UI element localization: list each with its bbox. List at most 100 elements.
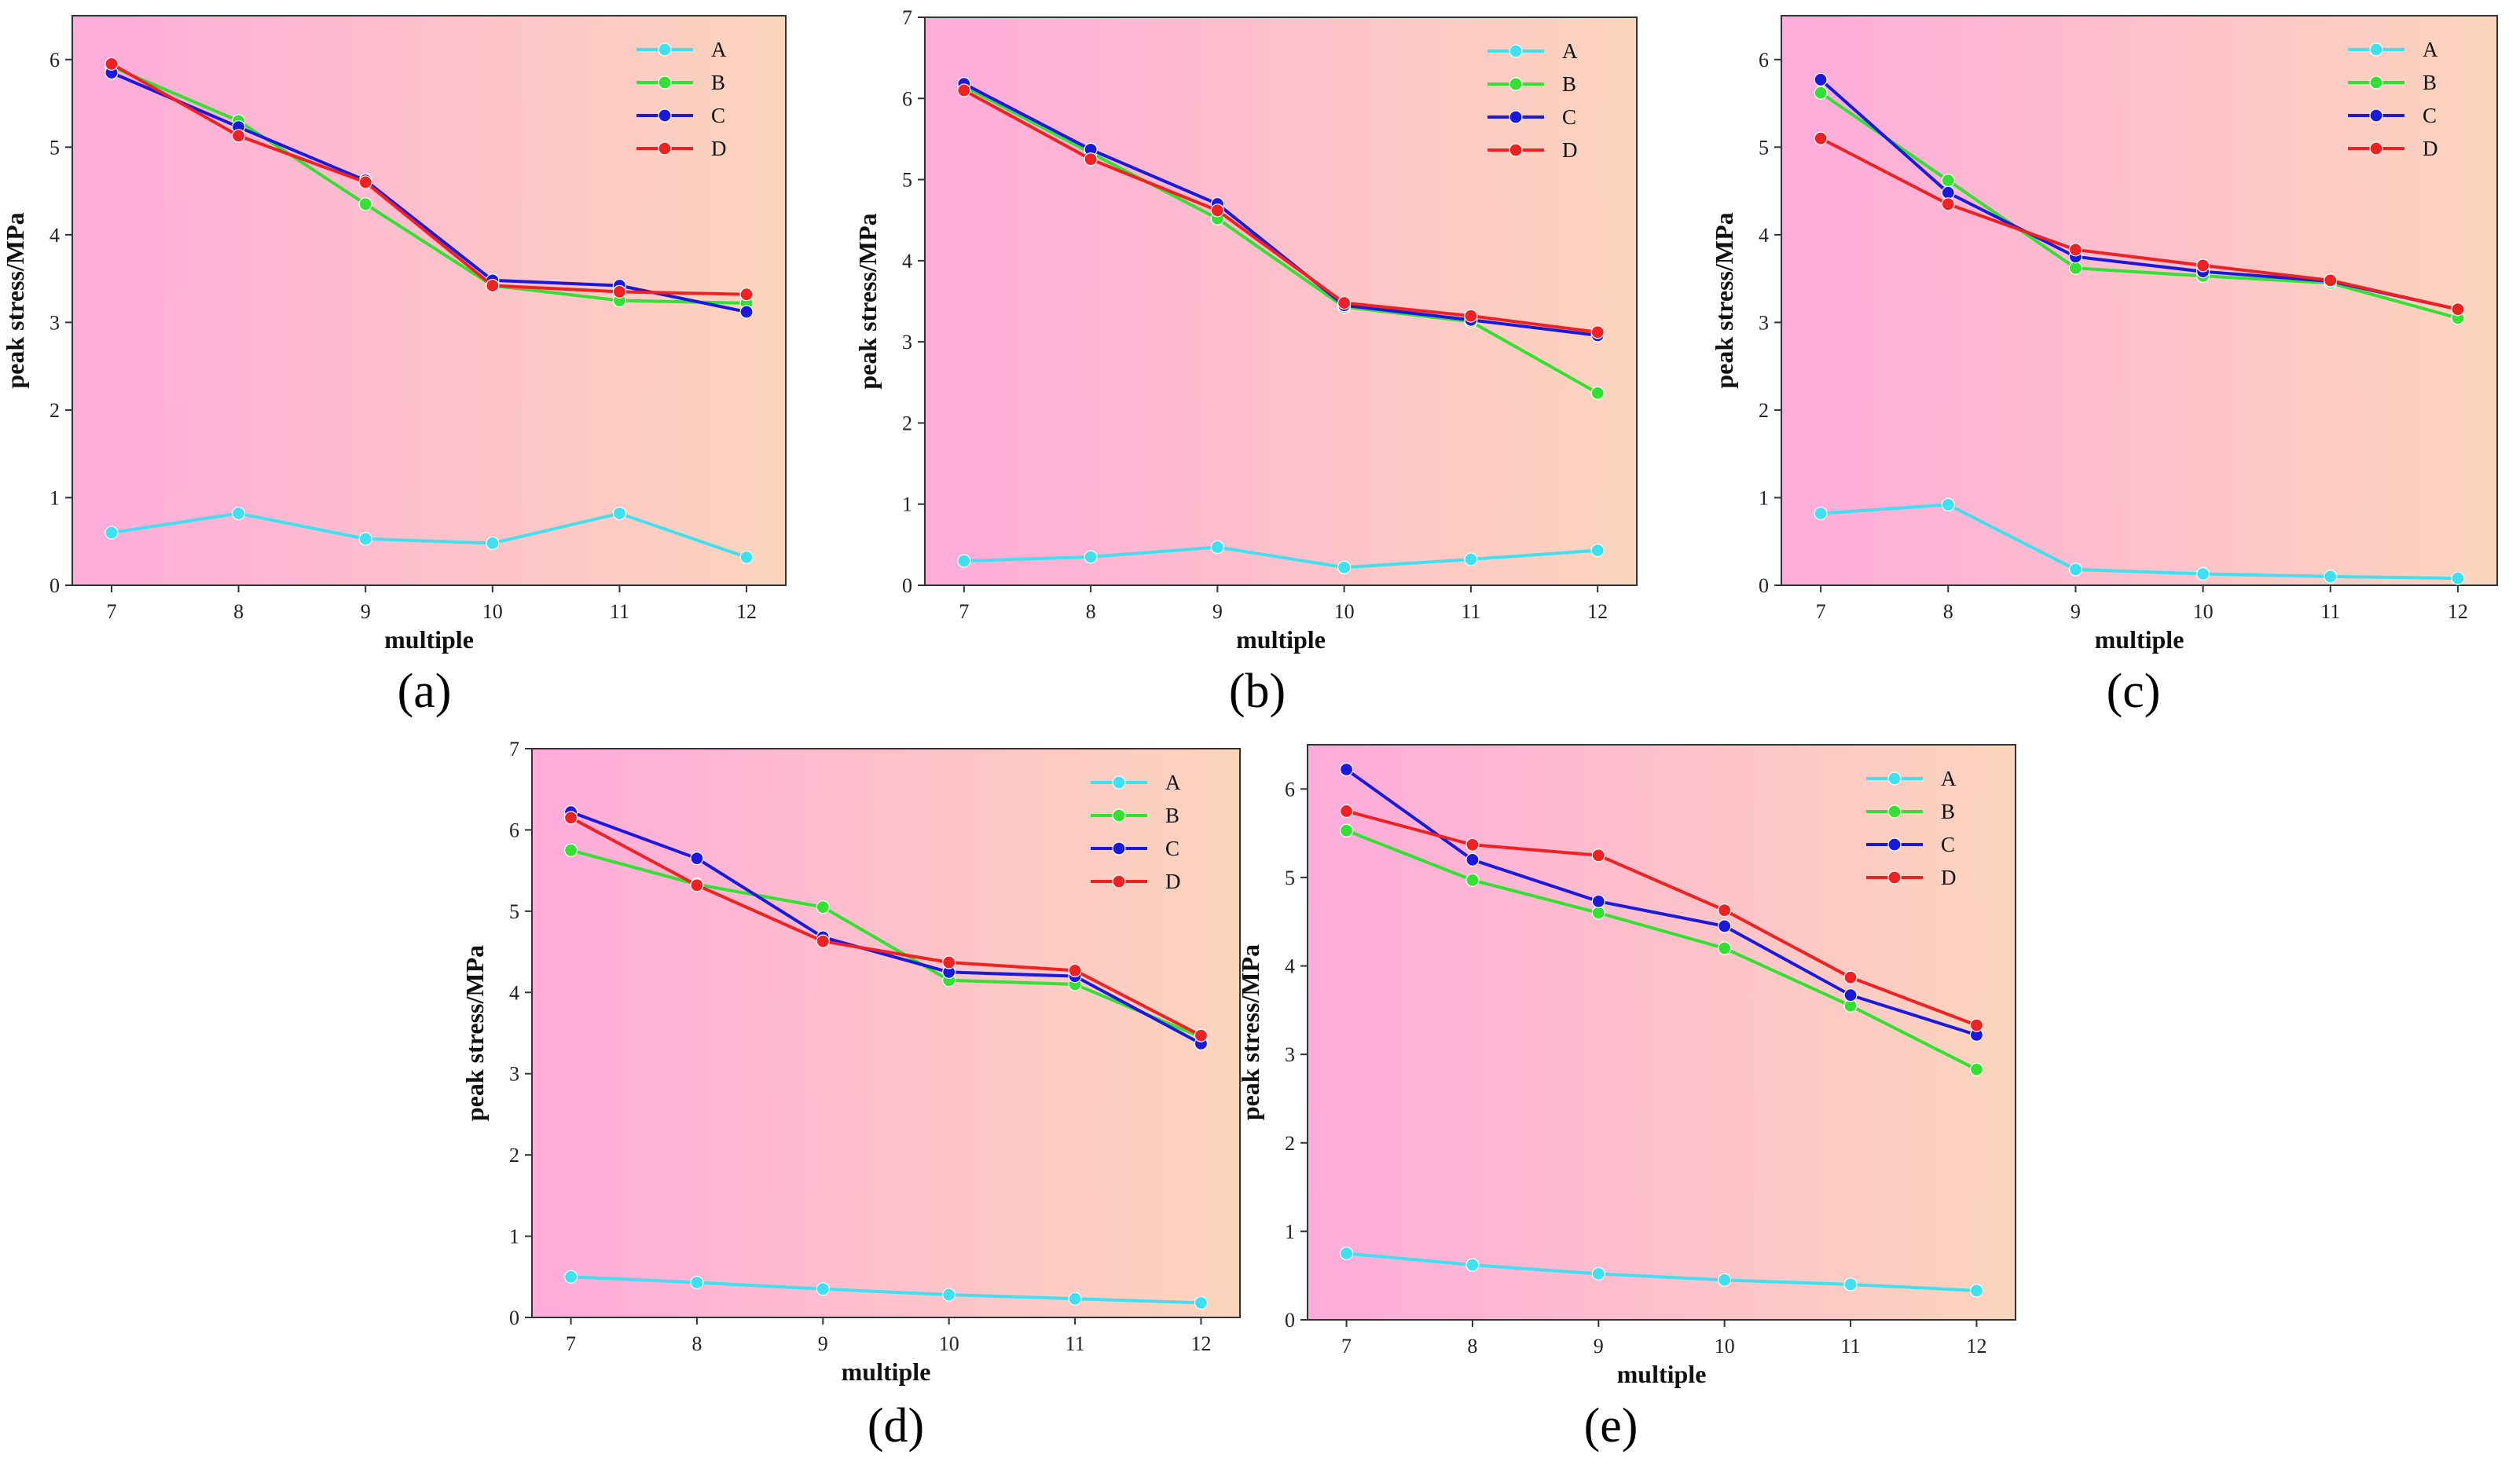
y-tick-label: 6 — [50, 49, 60, 71]
data-point — [1969, 1284, 1984, 1298]
series-A — [1814, 497, 2465, 585]
x-tick-label: 12 — [1190, 1332, 1211, 1355]
data-point — [1210, 540, 1224, 555]
y-axis-label: peak stress/MPa — [1, 212, 29, 388]
data-point — [1941, 497, 1955, 511]
plot-area — [924, 16, 1638, 586]
series-D — [105, 57, 754, 302]
x-tick-label: 10 — [482, 600, 503, 623]
legend-swatch-point — [1509, 143, 1523, 157]
x-tick-label: 9 — [361, 600, 371, 623]
series-line — [1345, 768, 1978, 1037]
data-point — [1465, 852, 1480, 867]
series-B — [1339, 823, 1984, 1076]
panel-label: (d) — [868, 1399, 924, 1453]
legend-label: A — [1165, 771, 1181, 794]
y-axis-label: peak stress/MPa — [1236, 944, 1264, 1120]
data-point — [1337, 295, 1352, 310]
x-tick-label: 7 — [959, 600, 969, 623]
series-line — [1820, 137, 2459, 311]
series-A — [563, 1270, 1209, 1310]
legend-swatch-point — [1887, 804, 1902, 819]
series-line — [963, 545, 1598, 570]
series-line — [111, 64, 747, 305]
series-line — [963, 89, 1598, 334]
data-point — [1590, 386, 1605, 400]
y-tick-label: 3 — [50, 311, 60, 334]
data-point — [486, 536, 500, 551]
data-point — [2068, 243, 2083, 257]
series-D — [1339, 804, 1984, 1032]
x-axis-label: multiple — [842, 1358, 931, 1386]
x-tick-label: 9 — [1594, 1335, 1604, 1358]
y-tick-label: 0 — [509, 1306, 519, 1329]
x-axis-label: multiple — [1617, 1360, 1707, 1388]
x-tick-label: 8 — [1467, 1335, 1477, 1358]
data-point — [1814, 131, 1828, 145]
y-tick-label: 4 — [50, 224, 60, 247]
data-point — [1843, 970, 1858, 984]
data-point — [2324, 273, 2338, 288]
data-point — [1591, 894, 1605, 908]
y-tick-label: 0 — [1285, 1309, 1295, 1332]
data-point — [739, 288, 754, 302]
y-tick-label: 4 — [1285, 955, 1295, 978]
y-tick-label: 6 — [1759, 49, 1769, 71]
data-point — [1339, 762, 1354, 777]
y-tick-label: 7 — [902, 6, 912, 29]
series-line — [1346, 1251, 1977, 1292]
legend-swatch-point — [658, 108, 672, 123]
y-tick-label: 5 — [1759, 136, 1769, 159]
legend-swatch-point — [2369, 75, 2383, 90]
legend-swatch-point — [2369, 141, 2383, 156]
x-tick-label: 8 — [233, 600, 244, 623]
data-point — [1194, 1028, 1209, 1042]
data-point — [1339, 804, 1354, 819]
data-point — [1718, 919, 1732, 933]
y-tick-label: 0 — [50, 574, 60, 597]
legend-swatch-point — [1112, 841, 1126, 856]
data-point — [1941, 185, 1955, 200]
legend-label: C — [2423, 104, 2437, 127]
series-A — [1339, 1246, 1984, 1298]
data-point — [1465, 873, 1480, 887]
series-line — [963, 85, 1599, 394]
y-tick-label: 4 — [902, 250, 912, 273]
y-tick-label: 2 — [1285, 1132, 1295, 1155]
data-point — [957, 83, 971, 97]
x-tick-label: 7 — [106, 600, 116, 623]
y-tick-label: 0 — [902, 574, 912, 597]
x-tick-label: 10 — [1334, 600, 1355, 623]
data-point — [1843, 1277, 1858, 1292]
y-tick-label: 1 — [50, 486, 60, 509]
y-tick-label: 5 — [902, 169, 912, 192]
data-point — [1590, 543, 1605, 558]
data-point — [612, 506, 627, 521]
legend-swatch-point — [1112, 874, 1126, 889]
data-point — [105, 526, 119, 540]
y-axis-label: peak stress/MPa — [853, 213, 882, 389]
x-axis-label: multiple — [2095, 625, 2184, 654]
data-point — [1339, 1246, 1354, 1261]
data-point — [1814, 72, 1828, 87]
series-line — [1820, 503, 2458, 581]
data-point — [1969, 1062, 1984, 1076]
data-point — [1718, 903, 1732, 918]
y-axis-label: peak stress/MPa — [460, 945, 489, 1121]
y-tick-label: 2 — [509, 1144, 519, 1167]
x-tick-label: 8 — [1943, 600, 1953, 623]
data-point — [1941, 174, 1955, 188]
x-tick-label: 11 — [2320, 600, 2340, 623]
series-D — [1814, 131, 2465, 317]
data-point — [690, 852, 704, 866]
y-tick-label: 3 — [1285, 1043, 1295, 1066]
legend-label: D — [1941, 866, 1957, 889]
data-point — [1718, 941, 1732, 955]
data-point — [1590, 325, 1605, 339]
y-tick-label: 3 — [902, 331, 912, 354]
series-line — [570, 1275, 1201, 1305]
